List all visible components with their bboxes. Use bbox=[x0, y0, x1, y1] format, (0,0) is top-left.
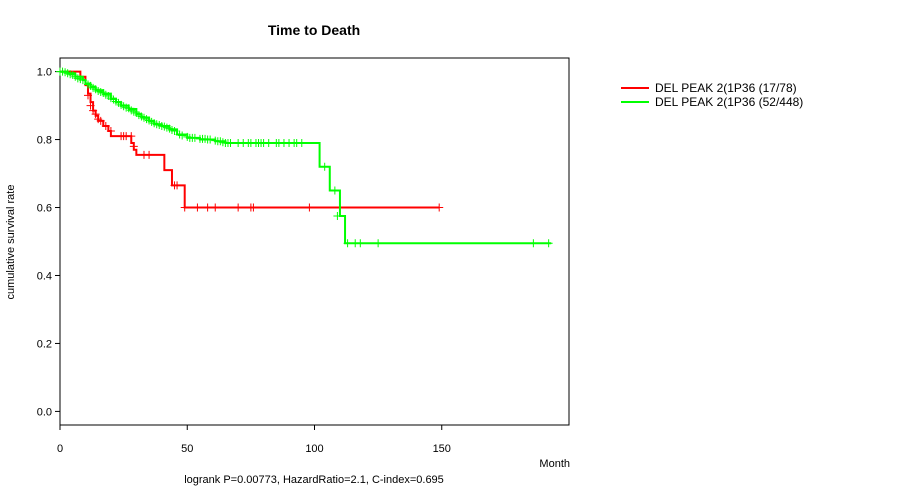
survival-curve-1 bbox=[60, 70, 440, 209]
y-tick-label: 0.4 bbox=[37, 270, 52, 282]
censor-mark bbox=[356, 239, 365, 248]
censor-mark bbox=[343, 239, 352, 248]
chart-title: Time to Death bbox=[268, 22, 360, 38]
censor-mark bbox=[190, 133, 199, 142]
y-axis-label: cumulative survival rate bbox=[5, 185, 17, 300]
legend-label: DEL PEAK 2(1P36 (17/78) bbox=[655, 81, 797, 95]
censor-mark bbox=[101, 121, 110, 130]
y-tick-label: 0.6 bbox=[37, 203, 52, 215]
stats-footnote: logrank P=0.00773, HazardRatio=2.1, C-in… bbox=[184, 474, 444, 486]
censor-mark bbox=[106, 127, 115, 136]
censor-mark bbox=[203, 203, 212, 212]
censor-mark bbox=[127, 132, 136, 141]
censor-mark bbox=[544, 239, 553, 248]
censor-mark bbox=[330, 186, 339, 195]
censor-mark bbox=[234, 203, 243, 212]
censor-mark bbox=[193, 203, 202, 212]
legend-label: DEL PEAK 2(1P36 (52/448) bbox=[655, 95, 803, 109]
series-group bbox=[60, 70, 444, 212]
censor-mark bbox=[129, 142, 138, 151]
censor-mark bbox=[91, 110, 100, 119]
censor-mark bbox=[297, 138, 306, 147]
y-tick-label: 1.0 bbox=[37, 67, 52, 79]
censor-mark bbox=[145, 150, 154, 159]
censor-mark bbox=[435, 203, 444, 212]
y-tick-label: 0.0 bbox=[37, 406, 52, 418]
series-layer bbox=[56, 67, 553, 248]
series-group bbox=[56, 67, 553, 248]
x-tick-label: 50 bbox=[181, 443, 193, 455]
censor-mark bbox=[178, 131, 187, 140]
censor-mark bbox=[249, 203, 258, 212]
censor-mark bbox=[96, 116, 105, 125]
censor-mark bbox=[170, 127, 179, 136]
censor-mark bbox=[333, 212, 342, 221]
x-tick-label: 150 bbox=[433, 443, 451, 455]
censor-mark bbox=[226, 138, 235, 147]
censor-mark bbox=[83, 91, 92, 100]
censor-mark bbox=[206, 135, 215, 144]
censor-mark bbox=[173, 181, 182, 190]
y-axis: 0.0 0.2 0.4 0.6 0.8 1.0 bbox=[37, 67, 60, 418]
censor-mark bbox=[374, 239, 383, 248]
x-axis: 0 50 100 150 bbox=[57, 425, 451, 455]
survival-curve-2 bbox=[60, 70, 552, 245]
censor-mark bbox=[78, 76, 87, 85]
censor-mark bbox=[529, 239, 538, 248]
censor-mark bbox=[305, 203, 314, 212]
legend: DEL PEAK 2(1P36 (17/78)DEL PEAK 2(1P36 (… bbox=[621, 81, 803, 109]
x-tick-label: 100 bbox=[305, 443, 323, 455]
censor-mark bbox=[320, 162, 329, 171]
censor-mark bbox=[264, 138, 273, 147]
x-axis-label: Month bbox=[539, 458, 570, 470]
censor-mark bbox=[180, 203, 189, 212]
y-tick-label: 0.8 bbox=[37, 135, 52, 147]
censor-mark bbox=[211, 203, 220, 212]
y-tick-label: 0.2 bbox=[37, 338, 52, 350]
censor-mark bbox=[86, 101, 95, 110]
x-tick-label: 0 bbox=[57, 443, 63, 455]
